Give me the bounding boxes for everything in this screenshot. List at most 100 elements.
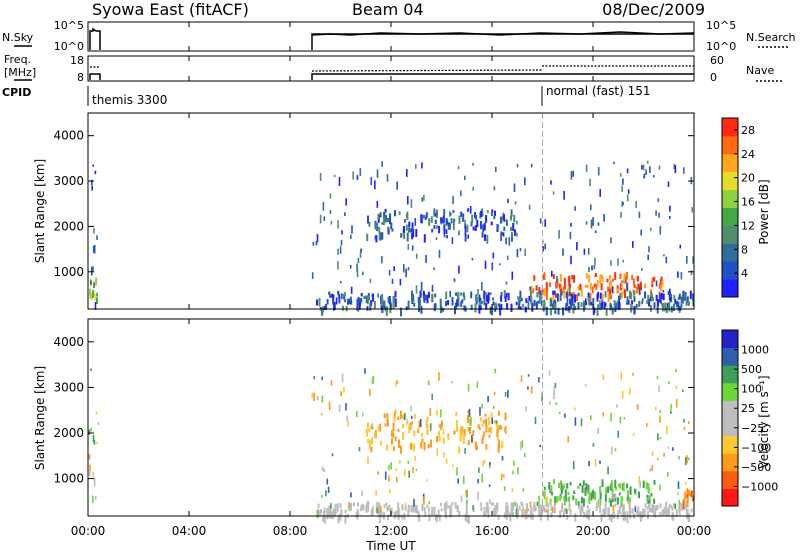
scatter-cell xyxy=(584,487,587,496)
scatter-cell xyxy=(643,510,646,515)
scatter-cell xyxy=(522,488,525,492)
scatter-cell xyxy=(470,416,472,426)
scatter-cell xyxy=(359,252,362,259)
scatter-cell xyxy=(369,278,372,283)
scatter-cell xyxy=(680,506,683,510)
scatter-cell xyxy=(360,248,362,253)
scatter-cell xyxy=(586,489,589,494)
scatter-cell xyxy=(542,491,545,497)
scatter-cell xyxy=(410,505,413,513)
scatter-cell xyxy=(641,165,643,170)
scatter-cell xyxy=(496,502,499,511)
scatter-cell xyxy=(479,297,482,301)
scatter-cell xyxy=(319,214,322,224)
scatter-cell xyxy=(554,293,557,298)
scatter-cell xyxy=(678,293,681,300)
scatter-cell xyxy=(530,164,533,168)
scatter-cell xyxy=(361,490,363,497)
scatter-cell xyxy=(404,412,406,418)
scatter-cell xyxy=(504,295,507,302)
scatter-cell xyxy=(445,218,448,226)
scatter-cell xyxy=(554,303,557,307)
scatter-cell xyxy=(433,303,436,312)
scatter-cell xyxy=(344,515,347,524)
scatter-cell xyxy=(477,288,479,296)
scatter-cell xyxy=(456,424,458,432)
scatter-cell xyxy=(460,495,463,503)
scatter-cell xyxy=(620,212,622,218)
scatter-cell xyxy=(667,508,670,515)
scatter-cell xyxy=(92,289,95,298)
scatter-cell xyxy=(653,498,656,504)
scatter-cell xyxy=(389,489,391,494)
scatter-cell xyxy=(493,507,496,517)
scatter-cell xyxy=(599,460,601,464)
scatter-cell xyxy=(317,395,319,401)
colorbar-swatch xyxy=(722,382,738,401)
scatter-cell xyxy=(688,457,690,461)
scatter-cell xyxy=(621,496,624,501)
scatter-cell xyxy=(690,508,693,513)
scatter-cell xyxy=(92,164,94,167)
scatter-cell xyxy=(491,209,494,213)
scatter-cell xyxy=(677,296,680,301)
scatter-cell xyxy=(457,291,460,300)
scatter-cell xyxy=(471,258,474,261)
scatter-cell xyxy=(421,197,423,202)
colorbar-swatch xyxy=(722,330,738,349)
station-title: Syowa East (fitACF) xyxy=(92,0,249,19)
scatter-cell xyxy=(428,512,431,522)
scatter-cell xyxy=(498,410,501,416)
scatter-cell xyxy=(511,233,513,242)
scatter-cell xyxy=(503,214,505,221)
scatter-cell xyxy=(541,392,543,402)
scatter-cell xyxy=(494,505,497,512)
scatter-cell xyxy=(397,416,400,421)
scatter-cell xyxy=(638,491,640,499)
scatter-cell xyxy=(588,461,590,467)
scatter-cell xyxy=(349,296,352,302)
scatter-cell xyxy=(668,381,670,385)
scatter-cell xyxy=(467,410,470,414)
nsearch-tick-top: 10^5 xyxy=(706,19,736,32)
scatter-cell xyxy=(372,426,374,429)
colorbar-tick-label: −100 xyxy=(741,441,771,454)
scatter-cell xyxy=(599,505,602,514)
scatter-cell xyxy=(339,246,342,254)
scatter-cell xyxy=(495,420,498,425)
scatter-cell xyxy=(632,433,635,436)
scatter-cell xyxy=(516,220,518,225)
scatter-cell xyxy=(96,441,99,444)
scatter-cell xyxy=(606,278,609,283)
scatter-cell xyxy=(499,216,502,224)
scatter-cell xyxy=(559,273,562,282)
scatter-cell xyxy=(505,219,508,226)
y-tick-label: 1000 xyxy=(53,265,84,279)
scatter-cell xyxy=(600,292,602,300)
scatter-cell xyxy=(419,290,422,298)
scatter-cell xyxy=(360,292,363,297)
scatter-cell xyxy=(412,467,414,474)
scatter-cell xyxy=(593,283,596,288)
scatter-cell xyxy=(610,480,613,489)
scatter-cell xyxy=(344,299,347,303)
scatter-cell xyxy=(680,272,683,280)
scatter-cell xyxy=(391,278,394,284)
scatter-cell xyxy=(433,208,436,217)
scatter-cell xyxy=(642,508,645,517)
scatter-cell xyxy=(660,292,663,300)
scatter-cell xyxy=(472,186,474,191)
scatter-cell xyxy=(527,374,530,377)
scatter-cell xyxy=(341,305,344,311)
scatter-cell xyxy=(643,173,646,178)
scatter-cell xyxy=(431,294,434,301)
power-ylabel: Slant Range [km] xyxy=(33,159,47,263)
scatter-cell xyxy=(393,511,396,520)
scatter-cell xyxy=(653,276,656,282)
scatter-cell xyxy=(554,382,557,388)
scatter-cell xyxy=(386,413,389,422)
scatter-cell xyxy=(490,221,493,226)
scatter-cell xyxy=(686,493,689,502)
scatter-cell xyxy=(436,448,439,456)
scatter-cell xyxy=(655,210,657,216)
